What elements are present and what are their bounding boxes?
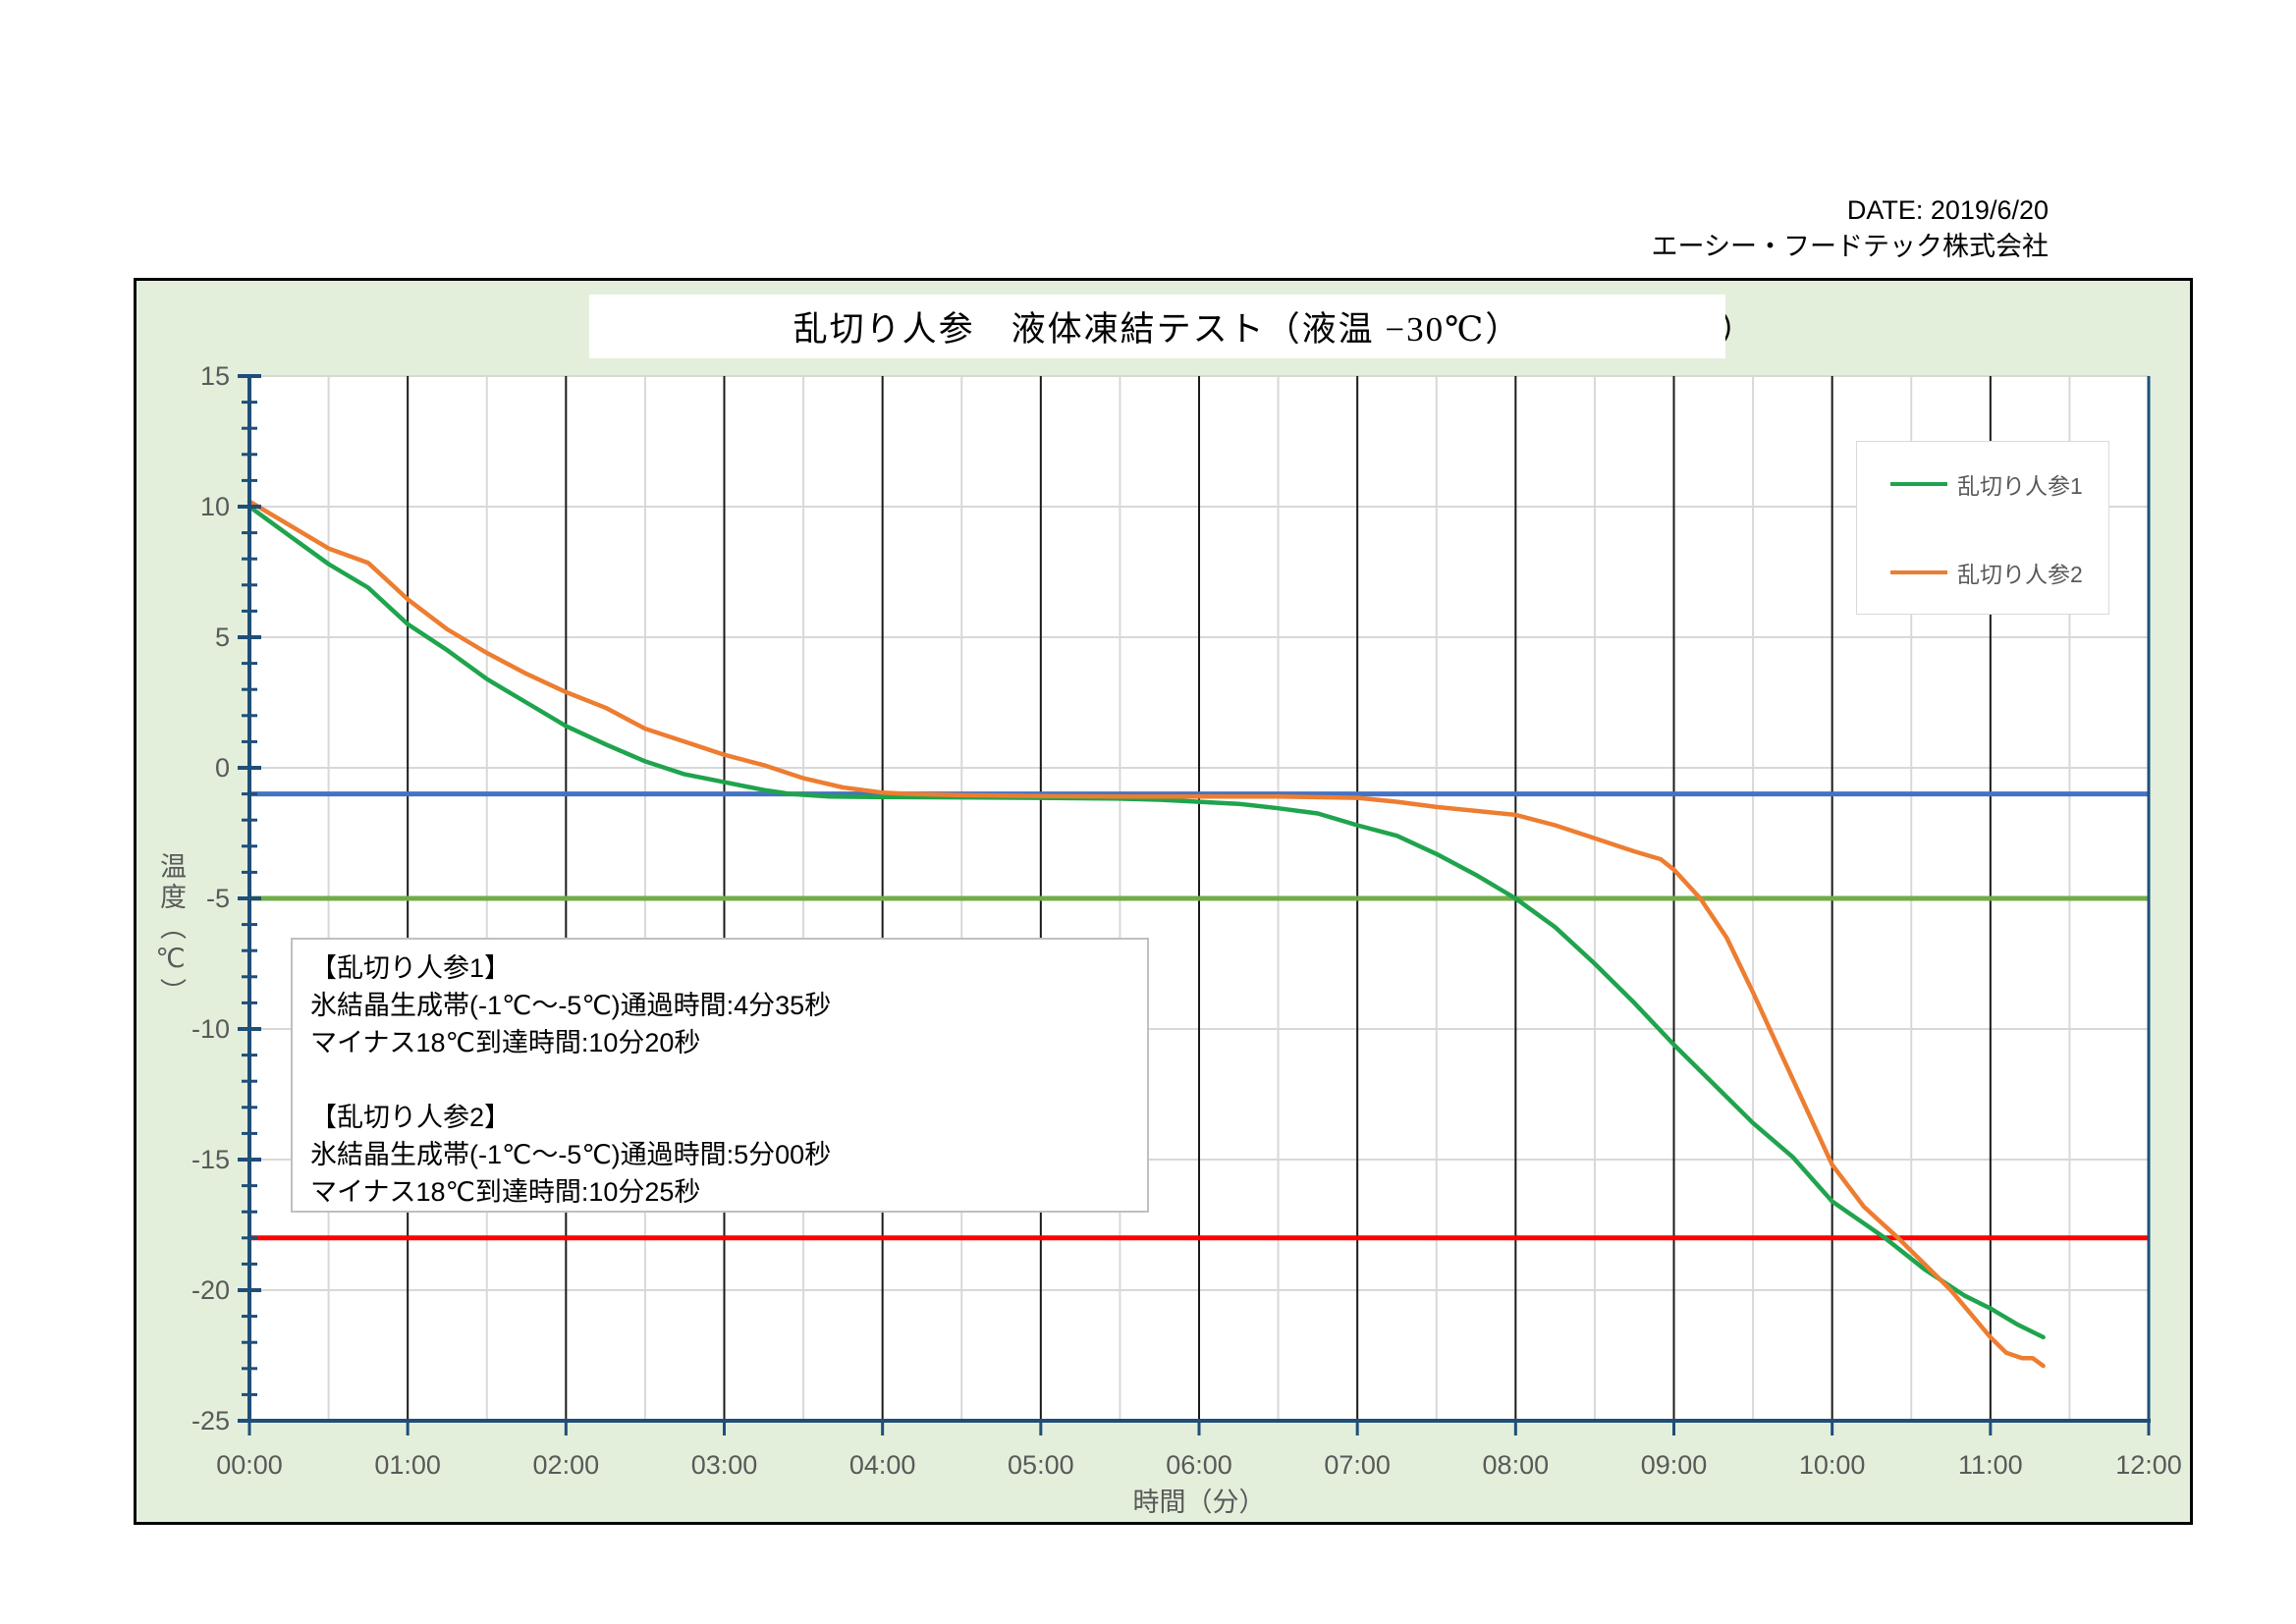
chart-area: 15 10 5 0 -5 -10 -15 -20 -25 00:00 01:00 02:00 03:00… [134, 278, 2193, 1525]
legend-label-series1: 乱切り人参1 [1957, 473, 2083, 499]
x-axis-title: 時間（分） [1132, 1488, 1266, 1517]
legend-item-series1: 乱切り人参1 [1890, 464, 2083, 504]
svg-text:12:00: 12:00 [2115, 1450, 2182, 1480]
svg-text:10: 10 [200, 492, 230, 521]
chart-canvas: 15 10 5 0 -5 -10 -15 -20 -25 00:00 01:00 02:00 03:00… [191, 361, 2182, 1480]
result-annotation-box: 【乱切り人参1】 氷結晶生成帯(-1℃～-5℃)通過時間:4分35秒 マイナス1… [291, 938, 1149, 1213]
svg-text:5: 5 [215, 623, 230, 652]
legend-line-series1-icon [1890, 482, 1947, 486]
svg-text:-15: -15 [191, 1145, 230, 1174]
annotation-line [310, 1061, 1147, 1099]
svg-text:07:00: 07:00 [1324, 1450, 1391, 1480]
svg-text:03:00: 03:00 [691, 1450, 758, 1480]
y-axis-title: 温度（℃） [156, 852, 186, 1008]
chart-legend: 乱切り人参1 乱切り人参2 [1856, 441, 2109, 615]
svg-text:02:00: 02:00 [533, 1450, 600, 1480]
svg-text:-20: -20 [191, 1275, 230, 1305]
svg-text:15: 15 [200, 361, 230, 391]
svg-text:0: 0 [215, 753, 230, 783]
annotation-line: 氷結晶生成帯(-1℃～-5℃)通過時間:5分00秒 [310, 1140, 832, 1169]
annotation-line: マイナス18℃到達時間:10分20秒 [310, 1028, 701, 1057]
svg-text:-25: -25 [191, 1406, 230, 1435]
svg-text:05:00: 05:00 [1008, 1450, 1074, 1480]
report-date: DATE: 2019/6/20 [1846, 195, 2049, 225]
chart-title-box: 乱切り人参 液体凍結テスト（液温 −30℃） [589, 295, 1725, 358]
annotation-line: マイナス18℃到達時間:10分25秒 [310, 1177, 701, 1207]
legend-line-series2-icon [1890, 570, 1947, 574]
chart-title: 乱切り人参 液体凍結テスト（液温 −30℃） [793, 310, 1522, 349]
legend-label-series2: 乱切り人参2 [1957, 562, 2083, 587]
svg-text:11:00: 11:00 [1958, 1450, 2023, 1480]
svg-text:06:00: 06:00 [1166, 1450, 1232, 1480]
svg-text:10:00: 10:00 [1799, 1450, 1866, 1480]
annotation-line: 氷結晶生成帯(-1℃～-5℃)通過時間:4分35秒 [310, 991, 832, 1020]
annotation-line: 【乱切り人参2】 [310, 1103, 512, 1132]
svg-text:01:00: 01:00 [374, 1450, 441, 1480]
svg-text:-5: -5 [206, 884, 230, 913]
svg-text:09:00: 09:00 [1641, 1450, 1708, 1480]
svg-text:00:00: 00:00 [216, 1450, 283, 1480]
company-name: エーシー・フードテック株式会社 [1651, 232, 2049, 261]
svg-text:-10: -10 [191, 1014, 230, 1044]
report-header: DATE: 2019/6/20 エーシー・フードテック株式会社 [1652, 192, 2049, 265]
svg-text:04:00: 04:00 [849, 1450, 916, 1480]
annotation-line: 【乱切り人参1】 [310, 953, 512, 983]
svg-text:08:00: 08:00 [1483, 1450, 1550, 1480]
legend-item-series2: 乱切り人参2 [1890, 553, 2083, 592]
